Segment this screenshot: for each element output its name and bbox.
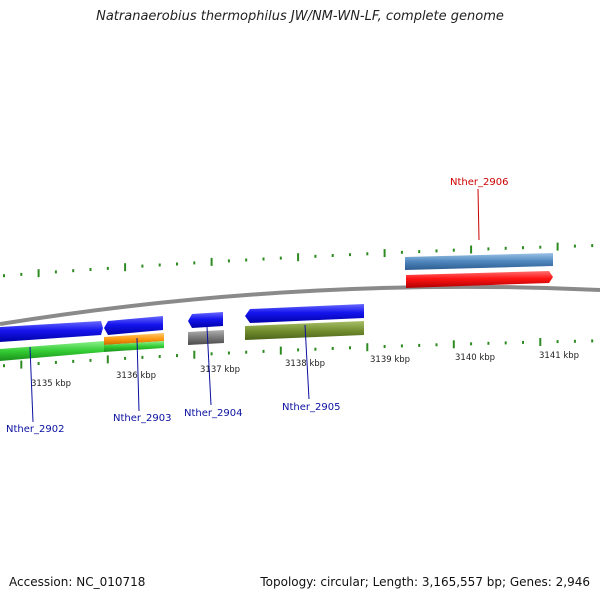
tick-label-3140: 3140 kbp — [455, 353, 495, 363]
feature-nther-2904-arrow[interactable] — [188, 312, 223, 328]
inner-tick-ring — [3, 338, 594, 369]
feature-green-2 — [104, 341, 164, 352]
leader-nther-2902 — [29, 346, 34, 423]
feature-nther-2906-arrow[interactable] — [406, 271, 553, 288]
feature-nther-2905-arrow[interactable] — [245, 304, 364, 323]
gene-label-nther-2904[interactable]: Nther_2904 — [184, 408, 242, 419]
tick-label-3135: 3135 kbp — [31, 379, 71, 389]
genome-stats-text: Topology: circular; Length: 3,165,557 bp… — [260, 575, 590, 589]
tick-label-3141: 3141 kbp — [539, 351, 579, 361]
feature-olive — [245, 321, 364, 340]
tick-label-3138: 3138 kbp — [285, 359, 325, 369]
tick-label-3137: 3137 kbp — [200, 365, 240, 375]
leader-nther-2904 — [206, 326, 212, 406]
outer-tick-ring — [3, 242, 594, 278]
accession-text: Accession: NC_010718 — [9, 575, 146, 589]
backbone-arc — [0, 284, 600, 326]
tick-label-3136: 3136 kbp — [116, 371, 156, 381]
tick-label-3139: 3139 kbp — [370, 355, 410, 365]
gene-label-nther-2906[interactable]: Nther_2906 — [450, 177, 508, 188]
gene-label-nther-2903[interactable]: Nther_2903 — [113, 413, 171, 424]
feature-nther-2903-arrow[interactable] — [104, 316, 163, 335]
leader-nther-2903 — [136, 337, 140, 412]
leader-nther-2905 — [304, 324, 310, 400]
gene-label-nther-2905[interactable]: Nther_2905 — [282, 402, 340, 413]
feature-green-1 — [0, 341, 104, 361]
feature-steel-blue — [405, 253, 553, 270]
feature-gray — [188, 330, 224, 345]
leader-nther-2906 — [477, 188, 480, 241]
map-title: Natranaerobius thermophilus JW/NM-WN-LF,… — [96, 9, 504, 24]
feature-nther-2902-arrow[interactable] — [0, 321, 103, 342]
gene-label-nther-2902[interactable]: Nther_2902 — [6, 424, 64, 435]
